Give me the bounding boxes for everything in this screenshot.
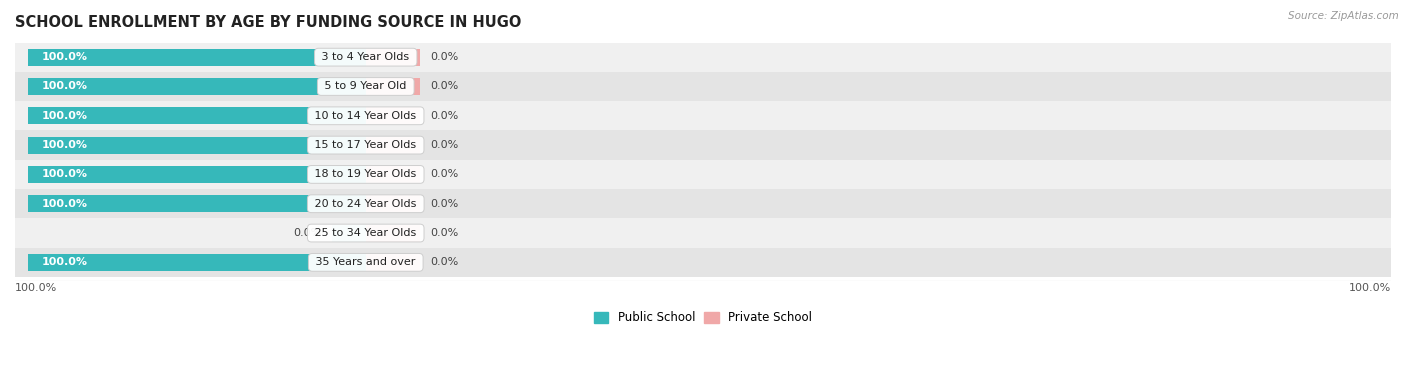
Bar xyxy=(366,195,420,212)
Bar xyxy=(15,160,1391,189)
Bar xyxy=(15,189,1391,218)
Text: 0.0%: 0.0% xyxy=(430,81,458,92)
Bar xyxy=(15,248,1391,277)
Text: 15 to 17 Year Olds: 15 to 17 Year Olds xyxy=(312,140,420,150)
Text: 100.0%: 100.0% xyxy=(42,81,89,92)
Text: 10 to 14 Year Olds: 10 to 14 Year Olds xyxy=(312,111,420,121)
Text: 100.0%: 100.0% xyxy=(42,169,89,179)
Bar xyxy=(28,49,366,66)
Bar xyxy=(15,218,1391,248)
Text: 100.0%: 100.0% xyxy=(42,199,89,209)
Bar xyxy=(28,107,366,124)
Bar xyxy=(15,43,1391,72)
Bar xyxy=(28,166,366,183)
Text: 0.0%: 0.0% xyxy=(430,199,458,209)
Text: 25 to 34 Year Olds: 25 to 34 Year Olds xyxy=(311,228,420,238)
Bar xyxy=(366,49,420,66)
Bar xyxy=(366,136,420,153)
Bar xyxy=(366,254,420,271)
Bar xyxy=(15,101,1391,130)
Bar xyxy=(28,78,366,95)
Bar xyxy=(28,195,366,212)
Text: 20 to 24 Year Olds: 20 to 24 Year Olds xyxy=(311,199,420,209)
Text: 18 to 19 Year Olds: 18 to 19 Year Olds xyxy=(311,169,420,179)
Bar xyxy=(28,136,366,153)
Bar xyxy=(15,72,1391,101)
Text: 0.0%: 0.0% xyxy=(430,228,458,238)
Text: 100.0%: 100.0% xyxy=(15,283,58,293)
Bar xyxy=(366,225,420,242)
Text: 3 to 4 Year Olds: 3 to 4 Year Olds xyxy=(318,52,413,62)
Text: 0.0%: 0.0% xyxy=(430,140,458,150)
Bar xyxy=(366,78,420,95)
Text: 0.0%: 0.0% xyxy=(294,228,322,238)
Bar xyxy=(15,130,1391,160)
Text: 0.0%: 0.0% xyxy=(430,52,458,62)
Text: 100.0%: 100.0% xyxy=(42,257,89,267)
Text: 100.0%: 100.0% xyxy=(42,111,89,121)
Legend: Public School, Private School: Public School, Private School xyxy=(589,307,817,329)
Text: 5 to 9 Year Old: 5 to 9 Year Old xyxy=(322,81,411,92)
Text: 100.0%: 100.0% xyxy=(42,140,89,150)
Text: 35 Years and over: 35 Years and over xyxy=(312,257,419,267)
Bar xyxy=(332,225,366,242)
Bar xyxy=(28,254,366,271)
Text: Source: ZipAtlas.com: Source: ZipAtlas.com xyxy=(1288,11,1399,21)
Text: 100.0%: 100.0% xyxy=(42,52,89,62)
Text: 0.0%: 0.0% xyxy=(430,169,458,179)
Text: 0.0%: 0.0% xyxy=(430,111,458,121)
Text: 0.0%: 0.0% xyxy=(430,257,458,267)
Bar xyxy=(366,107,420,124)
Text: SCHOOL ENROLLMENT BY AGE BY FUNDING SOURCE IN HUGO: SCHOOL ENROLLMENT BY AGE BY FUNDING SOUR… xyxy=(15,15,522,30)
Bar xyxy=(366,166,420,183)
Text: 100.0%: 100.0% xyxy=(1348,283,1391,293)
